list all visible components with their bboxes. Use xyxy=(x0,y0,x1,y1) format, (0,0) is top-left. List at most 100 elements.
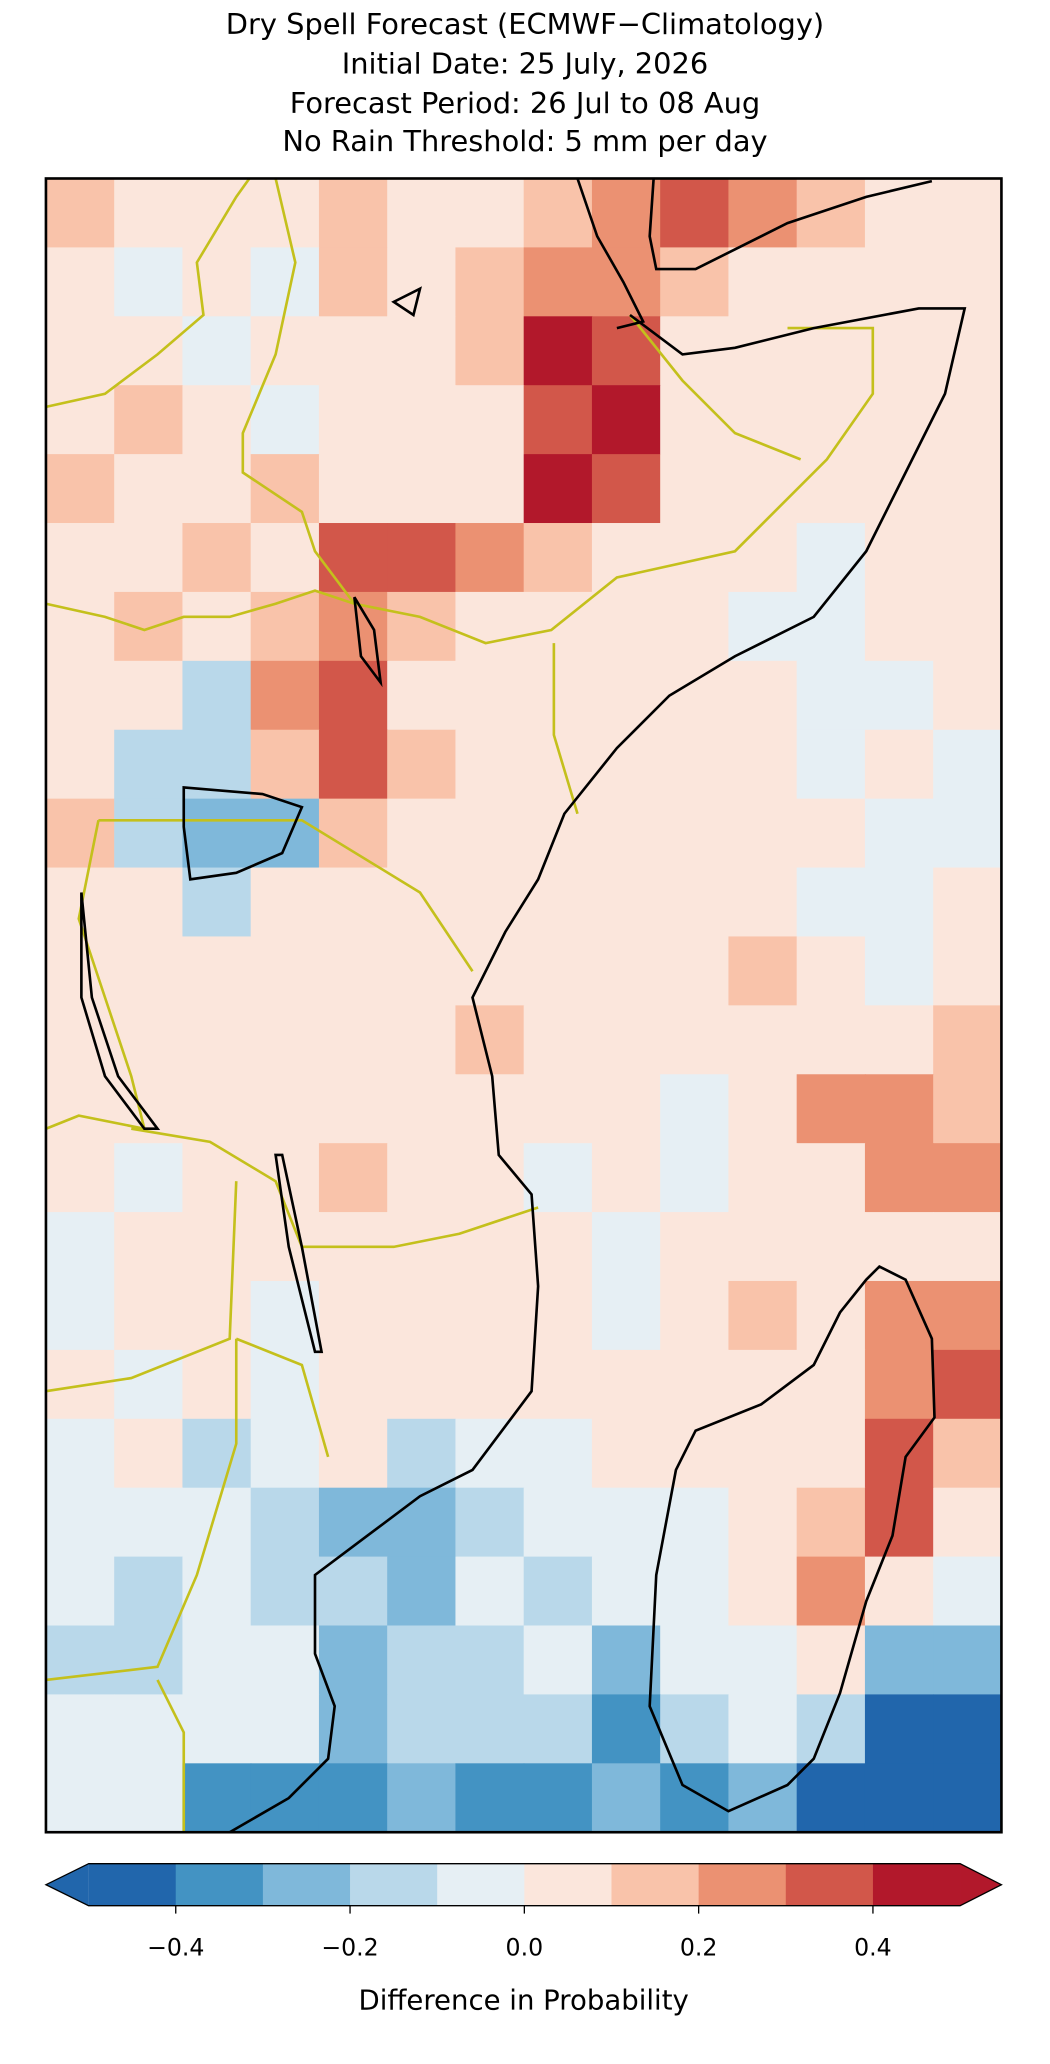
grid-cell xyxy=(728,1763,798,1833)
colorbar: −0.4 −0.2 0.0 0.2 0.4 xyxy=(44,1863,1003,1962)
grid-cell xyxy=(45,1694,115,1764)
grid-cell xyxy=(591,1625,661,1696)
grid-cell xyxy=(660,1556,730,1627)
grid-cell xyxy=(591,660,661,731)
grid-cell xyxy=(591,1280,661,1351)
grid-cell xyxy=(455,1625,525,1696)
grid-cell xyxy=(660,1212,730,1282)
grid-cell xyxy=(387,798,457,869)
grid-cell xyxy=(864,316,934,386)
grid-cell xyxy=(250,1625,320,1696)
grid-cell xyxy=(933,1143,1003,1213)
grid-cell xyxy=(591,1005,661,1075)
grid-cell xyxy=(182,1418,252,1489)
grid-cell xyxy=(387,936,457,1007)
grid-cell xyxy=(591,385,661,455)
grid-cell xyxy=(455,798,525,869)
grid-cell xyxy=(728,1143,798,1213)
grid-cell xyxy=(45,316,115,386)
grid-cell xyxy=(318,1005,388,1075)
grid-cell xyxy=(523,1005,593,1075)
grid-cell xyxy=(728,1625,798,1696)
colorbar-tick-label: 0.0 xyxy=(506,1934,544,1962)
grid-cell xyxy=(250,316,320,386)
grid-cell xyxy=(45,1212,115,1282)
grid-cell xyxy=(864,660,934,731)
grid-cell xyxy=(523,1418,593,1489)
colorbar-tick-label: −0.4 xyxy=(147,1934,204,1962)
colorbar-bin xyxy=(437,1863,525,1906)
grid-cell xyxy=(523,1625,593,1696)
grid-cell xyxy=(728,454,798,524)
grid-cell xyxy=(114,867,184,938)
grid-cell xyxy=(660,454,730,524)
grid-cell xyxy=(933,1625,1003,1696)
grid-cell xyxy=(114,1005,184,1075)
grid-cell xyxy=(45,247,115,317)
grid-cell xyxy=(523,936,593,1007)
grid-cell xyxy=(114,936,184,1007)
grid-cell xyxy=(318,1625,388,1696)
grid-cell xyxy=(796,936,866,1007)
grid-cell xyxy=(250,1005,320,1075)
grid-cell xyxy=(455,523,525,593)
grid-cell xyxy=(591,936,661,1007)
grid-cell xyxy=(455,1487,525,1558)
grid-cell xyxy=(933,591,1003,662)
grid-cell xyxy=(318,1694,388,1764)
grid-cell xyxy=(660,1418,730,1489)
grid-cell xyxy=(591,1143,661,1213)
grid-cell xyxy=(523,1143,593,1213)
colorbar-outline xyxy=(44,1863,1003,1907)
grid-cell xyxy=(455,316,525,386)
grid-cell xyxy=(933,798,1003,869)
colorbar-label: Difference in Probability xyxy=(359,1985,689,2017)
grid-cell xyxy=(250,1280,320,1351)
grid-cell xyxy=(318,178,388,249)
grid-cell xyxy=(591,1487,661,1558)
grid-cell xyxy=(250,1556,320,1627)
grid-cell xyxy=(933,1694,1003,1764)
grid-cell xyxy=(660,523,730,593)
grid-cell xyxy=(660,1074,730,1144)
grid-cell xyxy=(45,178,115,249)
colorbar-bin xyxy=(350,1863,438,1906)
grid-cell xyxy=(455,454,525,524)
grid-cell xyxy=(864,1143,934,1213)
grid-cell xyxy=(591,454,661,524)
grid-cell xyxy=(591,798,661,869)
grid-cell xyxy=(933,1280,1003,1351)
grid-cell xyxy=(864,1625,934,1696)
colorbar-bin xyxy=(175,1863,264,1906)
grid-cell xyxy=(114,178,184,249)
grid-cell xyxy=(387,1349,457,1420)
grid-cell xyxy=(728,798,798,869)
grid-cell xyxy=(387,1556,457,1627)
grid-cell xyxy=(387,660,457,731)
colorbar-extend xyxy=(45,1863,89,1906)
grid-cell xyxy=(523,729,593,800)
grid-cell xyxy=(864,1763,934,1833)
grid-cell xyxy=(387,1763,457,1833)
grid-cell xyxy=(250,178,320,249)
grid-cell xyxy=(45,454,115,524)
grid-cell xyxy=(864,385,934,455)
madagascar xyxy=(648,1264,936,1813)
grid-cell xyxy=(250,1694,320,1764)
border xyxy=(45,177,875,1833)
grid-cell xyxy=(796,798,866,869)
colorbar-tick-label: 0.4 xyxy=(854,1934,892,1962)
grid-cell xyxy=(114,1763,184,1833)
grid-cell xyxy=(933,1487,1003,1558)
grid-cell xyxy=(796,867,866,938)
grid-cell xyxy=(182,1487,252,1558)
grid-cell xyxy=(591,1212,661,1282)
grid-cell xyxy=(114,1418,184,1489)
grid-cell xyxy=(728,1280,798,1351)
grid-cell xyxy=(387,1074,457,1144)
grid-cell xyxy=(660,1625,730,1696)
grid-cell xyxy=(523,867,593,938)
grid-cell xyxy=(933,247,1003,317)
grid-cell xyxy=(182,247,252,317)
grid-cell xyxy=(591,1418,661,1489)
